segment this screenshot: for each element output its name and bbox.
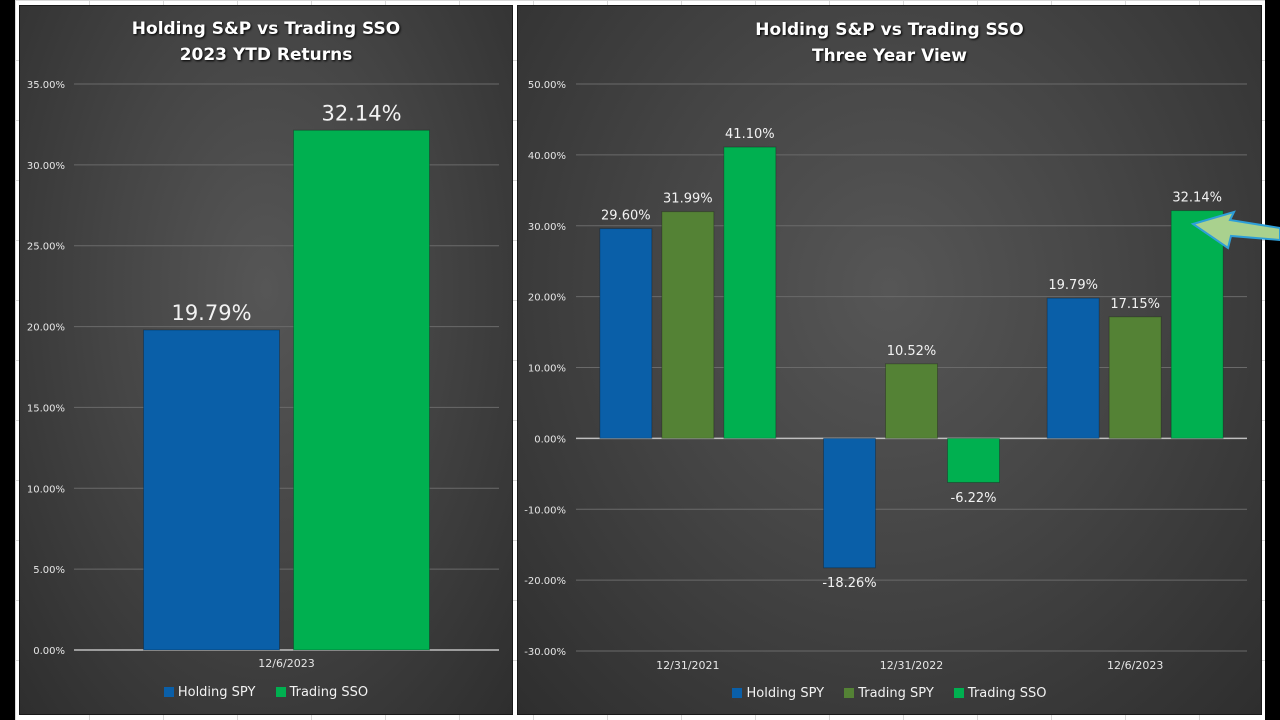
legend-swatch-holding-spy	[163, 687, 174, 697]
x-category-label: 12/6/2023	[1107, 659, 1163, 672]
y-tick-label: -10.00%	[524, 505, 566, 516]
plot-area: 0.00% 5.00% 10.00% 15.00% 20.00% 25.00% 30.00%…	[27, 80, 499, 670]
legend-swatch-trading-spy	[844, 688, 855, 698]
chart-title-line2: Three Year View	[811, 46, 968, 66]
legend-label: Holding SPY	[746, 686, 825, 701]
legend-label: Trading SSO	[967, 686, 1047, 701]
bar-holding-spy	[1046, 297, 1100, 439]
legend-swatch-trading-sso	[275, 687, 286, 697]
y-tick-label: 15.00%	[27, 403, 65, 414]
bar-holding-spy	[823, 437, 876, 569]
y-tick-label: 50.00%	[528, 80, 566, 91]
bar-trading-sso	[723, 146, 777, 439]
data-label-holding-spy: -18.26%	[822, 576, 876, 591]
legend-item-holding-spy[interactable]: Holding SPY	[732, 686, 824, 701]
legend-label: Trading SSO	[289, 685, 369, 700]
y-tick-label: 0.00%	[534, 434, 566, 445]
legend-swatch-trading-sso	[953, 688, 964, 698]
legend-label: Trading SPY	[858, 686, 934, 701]
bar-trading-spy	[885, 363, 938, 439]
x-category-label: 12/31/2022	[880, 659, 943, 672]
legend: Holding SPY Trading SSO	[20, 685, 512, 700]
legend-item-trading-spy[interactable]: Trading SPY	[844, 686, 934, 701]
y-tick-label: -20.00%	[524, 576, 566, 587]
bar-trading-spy	[1108, 316, 1162, 439]
y-tick-label: 30.00%	[528, 222, 566, 233]
y-tick-label: 25.00%	[27, 242, 65, 253]
chart-title: Holding S&P vs Trading SSO 2023 YTD Retu…	[20, 16, 512, 68]
chart-title: Holding S&P vs Trading SSO Three Year Vi…	[518, 17, 1261, 69]
bar-trading-spy	[661, 211, 715, 439]
chart-three-year[interactable]: Holding S&P vs Trading SSO Three Year Vi…	[517, 5, 1262, 715]
bar-trading-sso	[293, 129, 430, 651]
data-label-holding-spy: 19.79%	[1048, 278, 1098, 293]
legend-item-trading-sso[interactable]: Trading SSO	[275, 685, 369, 700]
y-tick-label: 0.00%	[33, 646, 65, 657]
plot-area: -30.00% -20.00% -10.00% 0.00% 10.00% 20.00% 30…	[524, 80, 1247, 672]
y-tick-label: -30.00%	[524, 647, 566, 658]
bar-holding-spy	[143, 329, 280, 651]
chart-title-line1: Holding S&P vs Trading SSO	[755, 20, 1024, 40]
y-tick-label: 20.00%	[27, 323, 65, 334]
y-tick-label: 35.00%	[27, 80, 65, 91]
y-tick-label: 10.00%	[528, 364, 566, 375]
data-label-trading-sso: 41.10%	[725, 127, 775, 142]
legend-label: Holding SPY	[177, 685, 256, 700]
legend-swatch-holding-spy	[732, 688, 743, 698]
data-label-trading-sso: 32.14%	[1172, 191, 1222, 206]
y-tick-label: 30.00%	[27, 161, 65, 172]
y-tick-label: 10.00%	[27, 484, 65, 495]
data-label-trading-sso: -6.22%	[951, 491, 997, 506]
data-label-trading-spy: 10.52%	[887, 344, 937, 359]
data-label-trading-sso: 32.14%	[321, 101, 401, 125]
y-tick-label: 5.00%	[33, 565, 65, 576]
y-tick-label: 40.00%	[528, 151, 566, 162]
bar-trading-sso	[947, 437, 1000, 483]
annotation-arrow-icon	[1190, 210, 1280, 250]
legend: Holding SPY Trading SPY Trading SSO	[518, 686, 1261, 701]
data-label-holding-spy: 19.79%	[171, 301, 251, 325]
legend-item-trading-sso[interactable]: Trading SSO	[953, 686, 1047, 701]
legend-item-holding-spy[interactable]: Holding SPY	[163, 685, 256, 700]
data-label-holding-spy: 29.60%	[601, 209, 651, 224]
x-category-label: 12/6/2023	[258, 657, 314, 670]
chart-title-line2: 2023 YTD Returns	[179, 45, 353, 65]
x-category-label: 12/31/2021	[656, 659, 719, 672]
bar-holding-spy	[599, 228, 653, 439]
bar-trading-sso	[1170, 210, 1224, 439]
data-label-trading-spy: 17.15%	[1110, 297, 1160, 312]
chart-title-line1: Holding S&P vs Trading SSO	[131, 19, 401, 39]
data-label-trading-spy: 31.99%	[663, 192, 713, 207]
y-tick-label: 20.00%	[528, 293, 566, 304]
chart-2023-ytd[interactable]: Holding S&P vs Trading SSO 2023 YTD Retu…	[19, 5, 513, 715]
